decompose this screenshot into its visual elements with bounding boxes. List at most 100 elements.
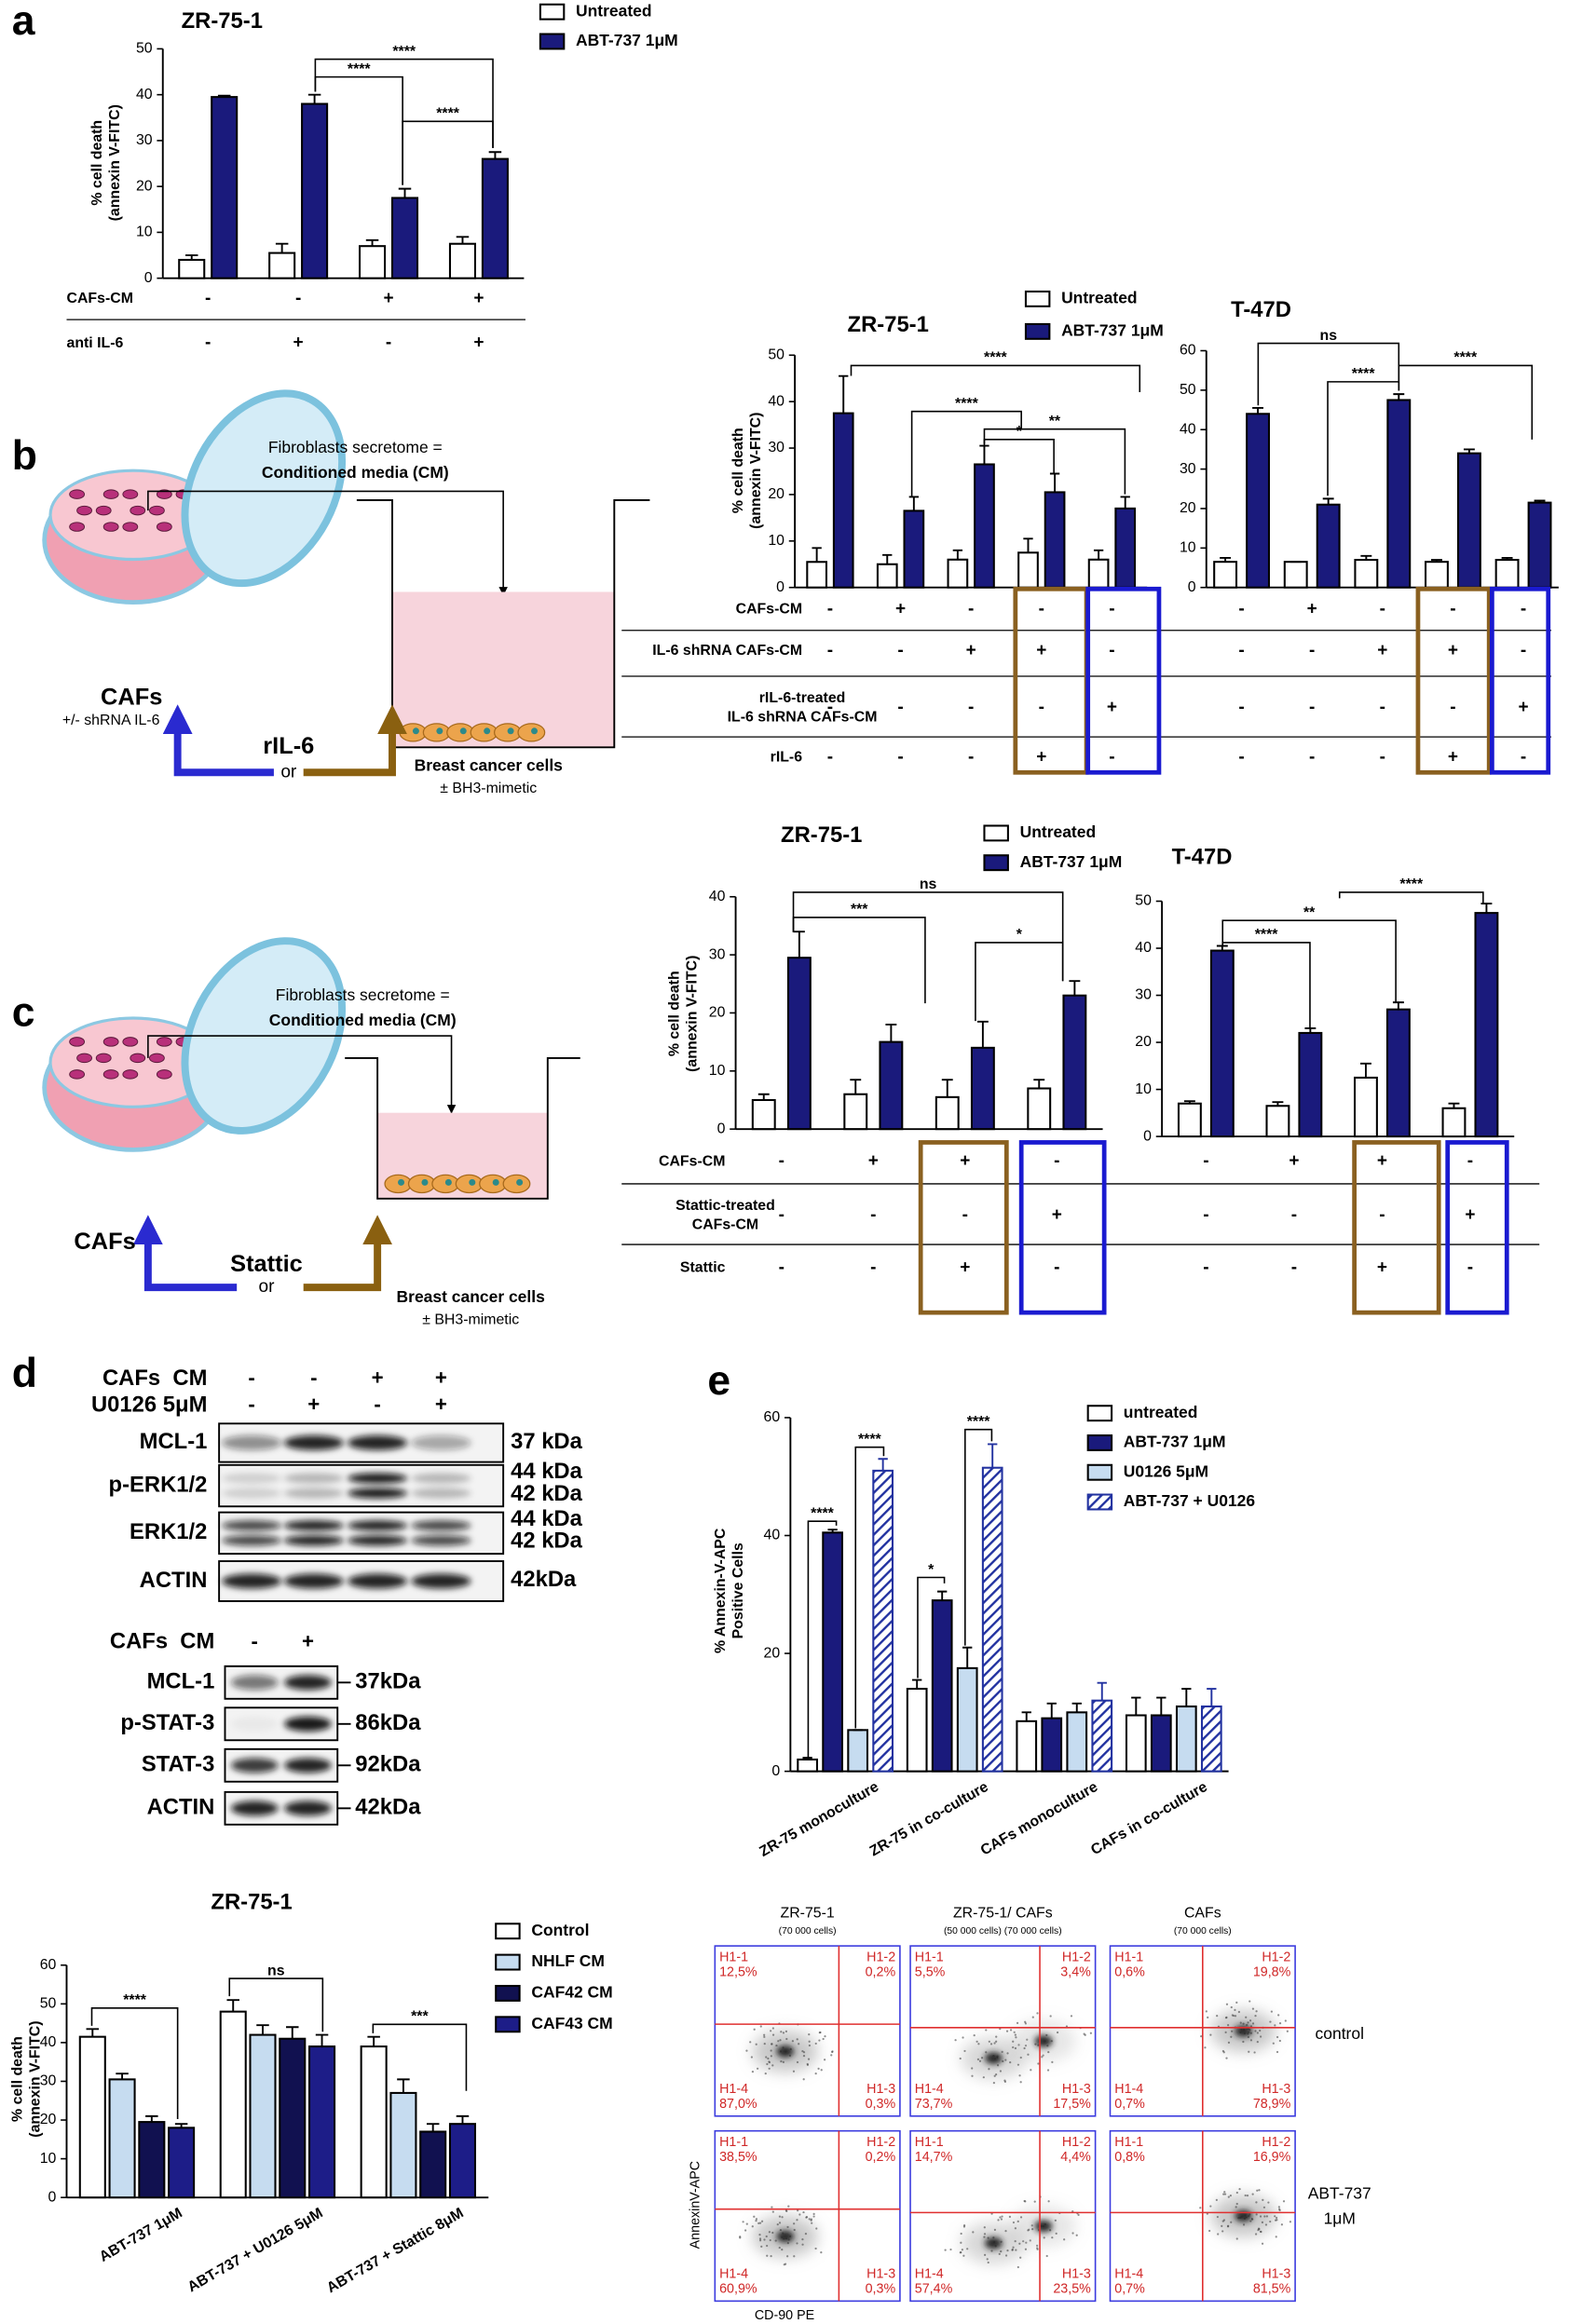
legend-label: CAF43 CM	[531, 2014, 612, 2032]
event-dot	[751, 2071, 755, 2073]
event-dot	[1055, 2232, 1057, 2235]
event-dot	[1000, 2218, 1003, 2221]
cancer-cell	[479, 1174, 507, 1194]
event-dot	[1224, 2031, 1227, 2033]
condition-label: CAFs-CM	[659, 1153, 725, 1169]
significance-label: ****	[1399, 877, 1424, 892]
y-tick-label: 40	[1180, 421, 1196, 437]
significance-label: ****	[348, 61, 372, 77]
blot-size-label: 42kDa	[355, 1795, 421, 1820]
chart-title: T-47D	[1231, 297, 1291, 322]
cell-nucleus	[436, 727, 443, 735]
event-dot	[778, 2215, 782, 2218]
bar	[1456, 452, 1481, 589]
event-dot	[796, 2242, 798, 2245]
condition-sign: +	[1289, 1151, 1299, 1171]
fibroblast	[69, 522, 86, 532]
event-dot	[778, 2222, 782, 2224]
event-dot	[1276, 2219, 1278, 2222]
fibroblast	[69, 1037, 86, 1047]
legend-label: ABT-737 1μM	[1124, 1433, 1226, 1451]
bar	[1474, 912, 1499, 1138]
gate-value: 12,5%	[719, 1964, 757, 1979]
condition-sign: +	[1448, 641, 1458, 660]
event-dot	[976, 2058, 980, 2060]
error-bar	[307, 93, 321, 104]
significance-label: ****	[436, 106, 460, 122]
event-dot	[1231, 2030, 1234, 2032]
y-tick-label: 30	[1180, 461, 1196, 477]
condition-sign: +	[1377, 1258, 1387, 1278]
significance-label: *	[928, 1562, 935, 1578]
significance-label: ns	[267, 1963, 285, 1978]
event-core	[1034, 2035, 1053, 2047]
y-tick-label: 0	[1143, 1128, 1152, 1144]
blot-size-label: 42 kDa	[511, 1529, 583, 1554]
event-dot	[812, 2212, 815, 2215]
blot-band	[283, 1435, 344, 1450]
error-bar	[1207, 1688, 1217, 1707]
event-dot	[980, 2057, 984, 2059]
bar	[947, 558, 969, 589]
blot-band	[411, 1473, 471, 1484]
significance-label: ****	[1255, 927, 1279, 943]
cancer-cell	[407, 1174, 436, 1194]
event-dot	[1227, 2024, 1230, 2027]
event-dot	[1047, 2200, 1050, 2203]
error-bar	[174, 2123, 188, 2128]
event-dot	[1051, 2236, 1054, 2239]
y-tick-label: 20	[40, 2112, 57, 2127]
error-bar	[1033, 1079, 1045, 1089]
y-axis-label: % cell death	[730, 428, 746, 513]
y-axis-label: (annexin V-FITC)	[748, 413, 764, 529]
event-dot	[802, 2055, 806, 2058]
error-bar	[1069, 980, 1081, 996]
y-tick-label: 10	[768, 533, 784, 549]
error-bar	[885, 1023, 897, 1042]
event-dot	[1018, 2242, 1021, 2245]
condition-label: IL-6 shRNA CAFs-CM	[652, 643, 802, 659]
blot-band	[348, 1520, 408, 1531]
condition-sign: -	[1309, 641, 1315, 660]
event-dot	[1046, 2069, 1050, 2072]
y-tick-label: 20	[768, 486, 784, 502]
y-tick-label: 60	[764, 1409, 781, 1425]
condition-sign: +	[960, 1258, 970, 1278]
event-dot	[1205, 2010, 1207, 2013]
cell-nucleus	[421, 1178, 429, 1186]
event-dot	[1270, 2010, 1273, 2013]
event-dot	[1229, 2195, 1232, 2197]
error-bar	[1534, 499, 1546, 503]
event-dot	[1278, 2039, 1281, 2043]
fibroblast	[69, 1069, 86, 1080]
legend-swatch	[983, 854, 1009, 872]
event-dot	[1016, 2220, 1019, 2223]
event-dot	[993, 2042, 996, 2045]
fibroblast	[69, 489, 86, 499]
event-dot	[1234, 2008, 1236, 2012]
bar	[1016, 1719, 1038, 1773]
event-dot	[1251, 2193, 1254, 2195]
event-dot	[755, 2043, 757, 2045]
significance-label: ns	[1320, 328, 1338, 344]
condition-label: Stattic	[680, 1260, 726, 1276]
legend-swatch	[1024, 322, 1051, 340]
condition-sign: -	[962, 1205, 968, 1225]
error-bar	[1393, 393, 1405, 401]
gate-value: 73,7%	[915, 2097, 953, 2112]
blot-row-label: MCL-1	[147, 1669, 215, 1694]
gate-value: 0,8%	[1114, 2150, 1145, 2165]
event-dot	[1235, 2206, 1237, 2208]
error-bar	[275, 242, 289, 253]
bar	[1246, 413, 1271, 589]
flow-y-axis-label: AnnexinV-APC	[688, 2161, 703, 2249]
bar	[1017, 551, 1039, 589]
y-tick-label: 10	[136, 224, 153, 240]
bar	[822, 1531, 843, 1773]
event-dot	[1230, 2221, 1233, 2223]
bar	[1200, 1705, 1222, 1773]
cell-nucleus	[531, 727, 539, 735]
y-tick-label: 30	[136, 132, 153, 148]
event-dot	[1015, 2036, 1017, 2039]
fibroblast	[122, 1037, 139, 1047]
